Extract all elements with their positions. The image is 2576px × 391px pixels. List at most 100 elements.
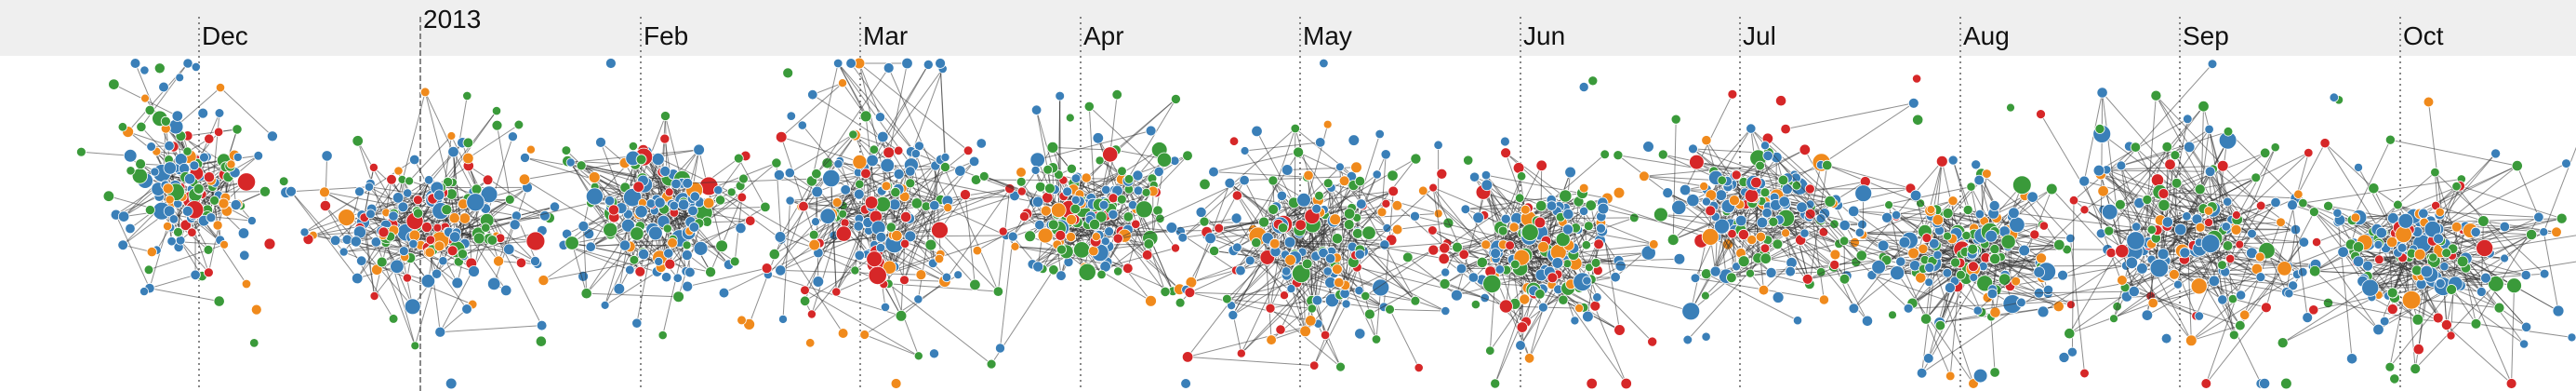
network-node bbox=[1410, 210, 1421, 222]
network-node bbox=[1538, 302, 1548, 313]
network-node bbox=[538, 275, 550, 287]
network-node bbox=[2441, 248, 2452, 259]
network-node bbox=[1308, 360, 1320, 371]
network-node bbox=[1438, 252, 1450, 265]
network-node bbox=[448, 212, 460, 224]
network-node bbox=[447, 145, 459, 158]
network-node bbox=[738, 173, 749, 184]
network-node bbox=[2038, 221, 2049, 231]
network-edge bbox=[1369, 272, 1446, 315]
network-node bbox=[852, 154, 868, 169]
network-node bbox=[2117, 275, 2128, 286]
network-node bbox=[1181, 351, 1194, 363]
network-node bbox=[1481, 179, 1494, 192]
network-node bbox=[1520, 204, 1531, 215]
network-node bbox=[1356, 198, 1367, 209]
network-node bbox=[370, 236, 382, 248]
network-node bbox=[687, 205, 698, 217]
network-node bbox=[1278, 222, 1289, 234]
network-node bbox=[1929, 237, 1940, 249]
network-node bbox=[1701, 196, 1711, 207]
network-node bbox=[1108, 209, 1119, 220]
network-edge bbox=[2465, 258, 2527, 276]
network-edge bbox=[604, 271, 657, 306]
network-node bbox=[1947, 155, 1959, 166]
network-node bbox=[458, 212, 471, 224]
network-node bbox=[2065, 300, 2076, 310]
network-node bbox=[1343, 219, 1355, 231]
network-edge bbox=[790, 200, 907, 218]
network-node bbox=[163, 161, 178, 175]
network-node bbox=[2329, 92, 2340, 102]
network-edge bbox=[2146, 249, 2267, 317]
network-node bbox=[1861, 315, 1874, 327]
network-edge bbox=[1389, 308, 1446, 312]
network-node bbox=[549, 201, 561, 212]
network-node bbox=[677, 198, 690, 211]
network-node bbox=[2203, 206, 2214, 216]
network-node bbox=[2223, 127, 2234, 137]
network-node bbox=[2065, 233, 2076, 244]
network-node bbox=[536, 319, 548, 331]
network-node bbox=[1062, 186, 1073, 197]
network-node bbox=[2450, 222, 2463, 233]
network-edge bbox=[1270, 323, 1319, 341]
network-node bbox=[662, 223, 672, 234]
network-node bbox=[1510, 259, 1520, 270]
network-node bbox=[2150, 89, 2162, 101]
network-node bbox=[1758, 284, 1770, 296]
network-node bbox=[1912, 74, 1922, 84]
network-node bbox=[1519, 293, 1531, 305]
network-node bbox=[164, 140, 175, 152]
network-node bbox=[2251, 172, 2262, 183]
network-node bbox=[126, 166, 136, 176]
network-edge bbox=[1485, 174, 1608, 199]
network-node bbox=[139, 65, 150, 75]
network-edge bbox=[468, 165, 546, 217]
network-node bbox=[509, 219, 521, 231]
network-node bbox=[1564, 166, 1576, 179]
network-node bbox=[1024, 230, 1036, 243]
network-edge bbox=[2146, 146, 2168, 200]
network-edge bbox=[2209, 128, 2237, 230]
network-node bbox=[1065, 113, 1075, 123]
network-edge bbox=[2289, 292, 2418, 320]
network-node bbox=[1268, 175, 1279, 186]
network-edge bbox=[1357, 158, 1416, 235]
network-node bbox=[1714, 218, 1731, 235]
network-node bbox=[1433, 209, 1443, 219]
network-node bbox=[2374, 254, 2384, 265]
network-edge bbox=[2210, 243, 2235, 335]
network-node bbox=[390, 259, 405, 275]
network-node bbox=[1943, 231, 1952, 241]
network-node bbox=[859, 110, 872, 123]
network-node bbox=[1319, 58, 1329, 69]
network-node bbox=[1701, 290, 1710, 301]
network-edge bbox=[1360, 242, 1448, 250]
network-node bbox=[1765, 266, 1777, 278]
network-node bbox=[1988, 199, 2000, 211]
network-node bbox=[129, 58, 141, 69]
network-node bbox=[2053, 238, 2065, 251]
network-node bbox=[278, 176, 289, 187]
network-node bbox=[1962, 204, 1973, 215]
network-node bbox=[1923, 353, 1934, 364]
network-node bbox=[1341, 299, 1351, 309]
network-node bbox=[905, 166, 916, 177]
network-node bbox=[1934, 319, 1946, 331]
network-node bbox=[1095, 210, 1108, 223]
network-edge bbox=[1852, 210, 1931, 268]
network-node bbox=[535, 335, 548, 347]
network-node bbox=[2158, 198, 2171, 211]
network-node bbox=[1295, 219, 1307, 231]
network-node bbox=[618, 239, 631, 251]
network-node bbox=[203, 171, 216, 183]
network-node bbox=[2168, 268, 2180, 280]
network-node bbox=[812, 276, 825, 288]
network-node bbox=[2150, 173, 2165, 187]
network-node bbox=[631, 317, 643, 329]
network-node bbox=[1056, 244, 1068, 255]
network-node bbox=[1781, 228, 1791, 238]
network-node bbox=[2312, 237, 2322, 248]
network-node bbox=[2470, 317, 2482, 330]
